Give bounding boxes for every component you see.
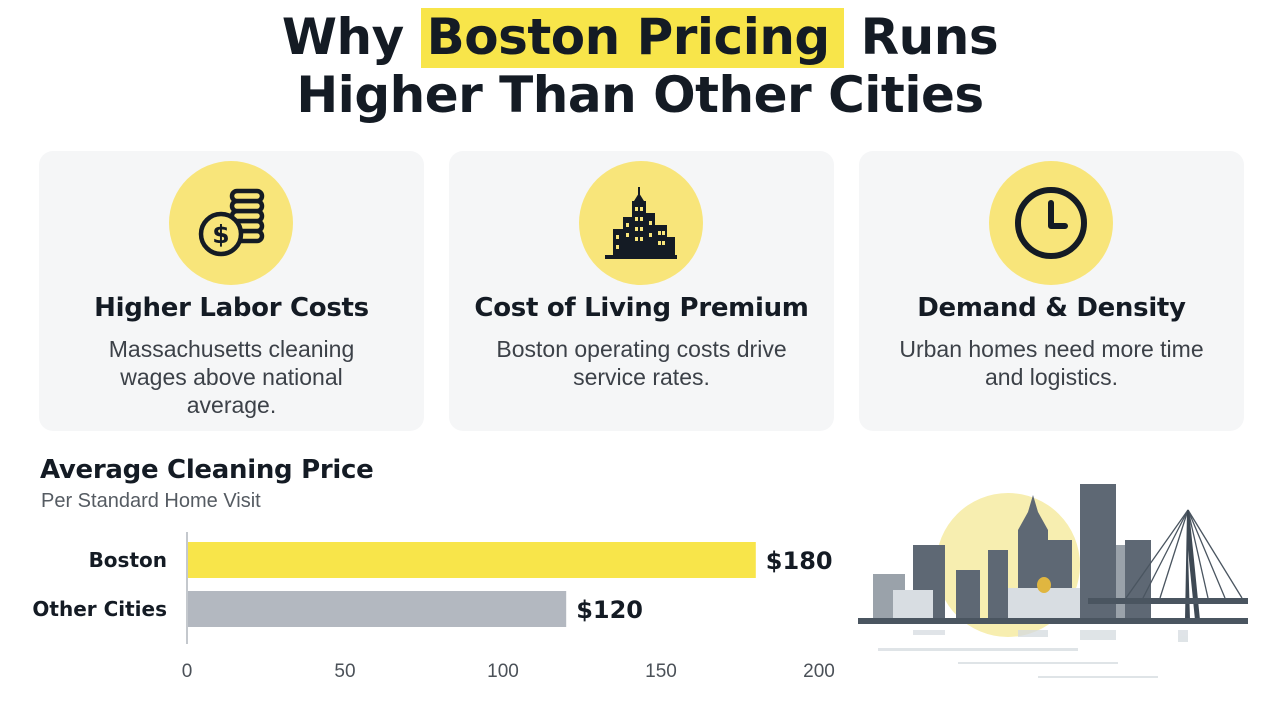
card-title: Cost of Living Premium <box>474 293 809 323</box>
dollar-coins-icon: $ <box>198 188 265 257</box>
title-highlight: Boston Pricing <box>420 8 844 68</box>
x-tick-label: 100 <box>487 661 519 682</box>
icon-circle <box>579 161 703 285</box>
value-label: $120 <box>576 596 643 624</box>
x-tick-label: 50 <box>334 661 355 682</box>
chart-subtitle: Per Standard Home Visit <box>41 490 261 512</box>
bar-boston <box>188 542 756 578</box>
card-description: Massachusetts cleaning wages above natio… <box>108 336 355 418</box>
x-tick-label: 0 <box>182 661 193 682</box>
page-title: Why Boston Pricing Runs Higher Than Othe… <box>0 8 1280 124</box>
value-label: $180 <box>766 547 833 575</box>
icon-circle: $ <box>169 161 293 285</box>
title-suffix: Runs <box>860 8 999 66</box>
chart-title: Average Cleaning Price <box>40 455 374 485</box>
card-cost-of-living: Cost of Living Premium Boston operating … <box>449 151 834 431</box>
card-description: Boston operating costs drive service rat… <box>496 336 787 390</box>
x-tick-label: 200 <box>803 661 835 682</box>
city-buildings-icon <box>605 187 677 259</box>
title-line-2: Higher Than Other Cities <box>296 66 984 124</box>
card-description: Urban homes need more time and logistics… <box>899 336 1204 390</box>
card-title: Demand & Density <box>917 293 1186 323</box>
title-line-1: Why Boston Pricing Runs <box>0 8 1280 68</box>
svg-text:$: $ <box>212 220 229 249</box>
bar-other-cities <box>188 591 567 627</box>
bar-chart: Boston $180 Other Cities $120 0 50 100 150 200 <box>32 532 835 682</box>
icon-circle <box>989 161 1113 285</box>
category-label: Boston <box>89 548 167 572</box>
card-demand-density: Demand & Density Urban homes need more t… <box>859 151 1244 431</box>
x-tick-label: 150 <box>645 661 677 682</box>
title-prefix: Why <box>281 8 404 66</box>
boston-skyline-illustration <box>858 484 1248 678</box>
category-label: Other Cities <box>32 597 167 621</box>
card-labor-costs: $ Higher Labor Costs Massachusetts clean… <box>39 151 424 431</box>
card-title: Higher Labor Costs <box>94 293 369 323</box>
clock-icon <box>1015 187 1087 259</box>
